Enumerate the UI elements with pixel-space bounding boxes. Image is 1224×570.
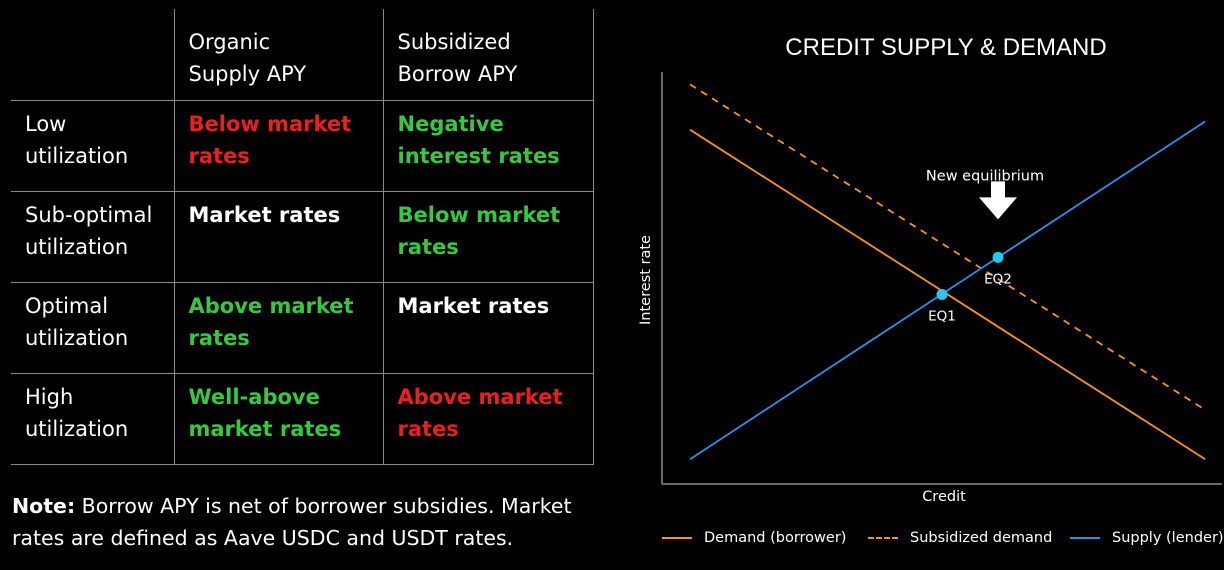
legend-swatch	[1070, 537, 1100, 539]
row-header: High utilization	[11, 372, 175, 465]
rate-cell: Below market rates	[382, 190, 594, 283]
rate-value: Above market rates	[188, 293, 354, 350]
equilibrium-point-eq2	[992, 251, 1004, 263]
row-header-label: Sub-optimal utilization	[25, 202, 153, 259]
down-arrow-icon	[979, 181, 1017, 220]
rate-cell: Market rates	[382, 281, 594, 374]
column-header-label: Subsidized Borrow APY	[397, 30, 518, 86]
legend-swatch	[662, 537, 692, 539]
legend-item: Demand (borrower)	[662, 530, 846, 546]
row-header: Optimal utilization	[11, 281, 175, 374]
legend-label: Subsidized demand	[910, 530, 1053, 546]
table-row: High utilization Well-above market rates A…	[11, 372, 594, 465]
column-header: Organic Supply APY	[173, 9, 384, 101]
column-header-label: Organic Supply APY	[188, 30, 307, 86]
table-row: Sub-optimal utilization Market rates Below…	[11, 190, 594, 283]
legend-swatch	[868, 537, 898, 539]
rate-cell: Well-above market rates	[173, 372, 384, 465]
corner-cell	[11, 9, 175, 101]
series-line-demand-borrower	[689, 128, 1206, 461]
note-label: Note:	[12, 494, 76, 518]
equilibrium-point-eq1	[936, 288, 948, 300]
chart-title: CREDIT SUPPLY & DEMAND	[785, 34, 1106, 61]
rate-value: Above market rates	[397, 384, 563, 441]
legend-label: Demand (borrower)	[704, 530, 847, 546]
credit-supply-demand-chart: CREDIT SUPPLY & DEMAND Credit Interest r…	[638, 34, 1222, 505]
row-header-label: High utilization	[25, 384, 129, 441]
rate-value: Below market rates	[397, 202, 561, 259]
legend-label: Supply (lender)	[1112, 530, 1224, 546]
rate-cell: Market rates	[173, 190, 384, 283]
rate-value: Negative interest rates	[397, 111, 560, 168]
rate-value: Well-above market rates	[188, 384, 342, 441]
column-header: Subsidized Borrow APY	[382, 9, 594, 101]
utilization-rate-table: Organic Supply APY Subsidized Borrow APY L…	[11, 9, 594, 465]
legend-item: Subsidized demand	[868, 530, 1052, 546]
row-header-label: Low utilization	[25, 111, 129, 168]
equilibrium-label: EQ2	[984, 271, 1012, 287]
rate-value: Market rates	[188, 202, 341, 227]
rate-value: Below market rates	[188, 111, 352, 168]
y-axis-label: Interest rate	[638, 235, 654, 325]
equilibrium-label: EQ1	[928, 308, 956, 324]
rate-cell: Above market rates	[173, 281, 384, 374]
rate-cell: Negative interest rates	[382, 99, 594, 192]
series-line-subsidized-demand	[689, 83, 1206, 411]
legend-item: Supply (lender)	[1070, 530, 1224, 546]
row-header-label: Optimal utilization	[25, 293, 129, 350]
rate-value: Market rates	[397, 293, 550, 318]
note-text: Borrow APY is net of borrower subsidies.…	[12, 494, 572, 550]
footnote: Note: Borrow APY is net of borrower subs…	[12, 490, 612, 554]
table-row: Optimal utilization Above market rates Mar…	[11, 281, 594, 374]
series-line-supply-lender	[689, 120, 1206, 461]
row-header: Sub-optimal utilization	[11, 190, 175, 283]
annotation-label: New equilibrium	[926, 168, 1044, 184]
rate-cell: Below market rates	[173, 99, 384, 192]
chart-legend: Demand (borrower) Subsidized demand Supply…	[662, 530, 1224, 552]
row-header: Low utilization	[11, 99, 175, 192]
x-axis-label: Credit	[922, 489, 966, 505]
table-row: Low utilization Below market rates Negativ…	[11, 99, 594, 192]
rate-cell: Above market rates	[382, 372, 594, 465]
